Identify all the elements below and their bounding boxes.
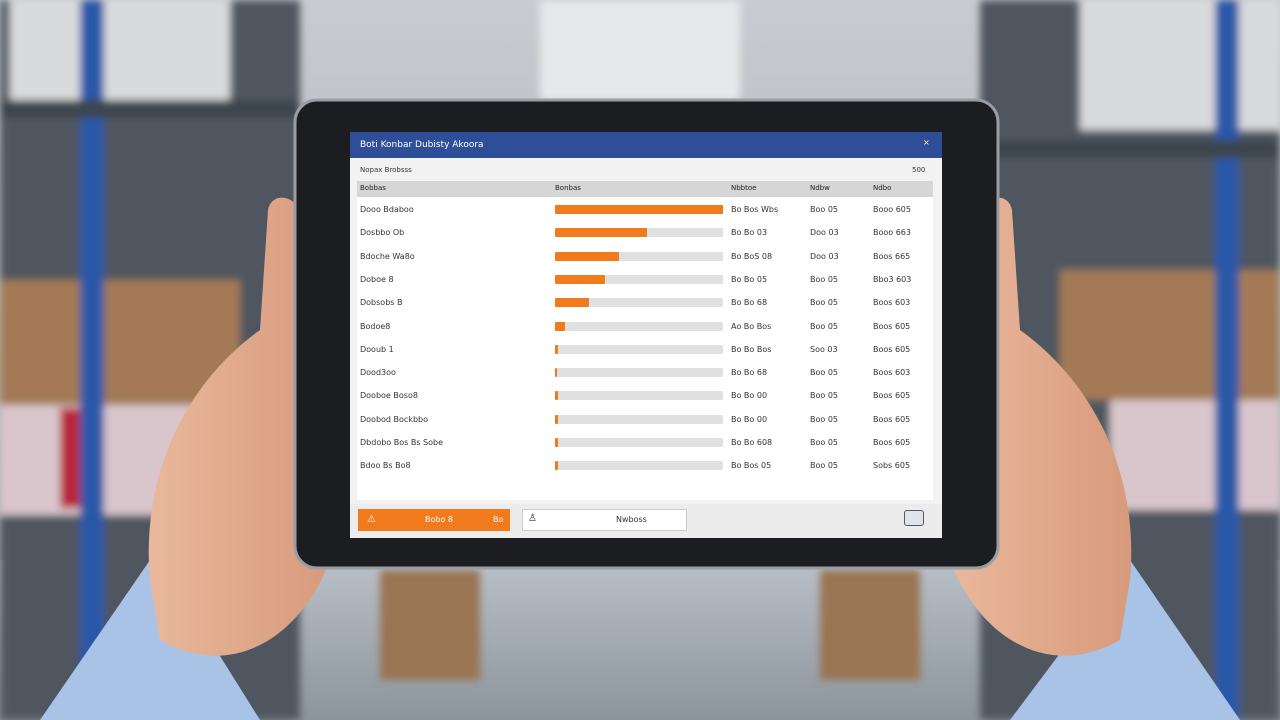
row-name: Dood3oo: [360, 368, 396, 378]
bar-track: [555, 344, 723, 354]
row-name: Dooboe Boso8: [360, 391, 418, 401]
column-header: [357, 181, 933, 197]
bar-track: [555, 298, 723, 308]
bar: [555, 461, 559, 471]
row-cell: Bo Bo 00: [731, 391, 768, 401]
bar: [555, 391, 559, 401]
row-name: Bdoo Bs Bo8: [360, 461, 411, 471]
settings-icon[interactable]: [904, 510, 924, 526]
row-cell: Boos 605: [873, 391, 911, 401]
subheader-label: Nopax Brobsss: [360, 166, 412, 174]
row-cell: Boos 603: [873, 298, 911, 308]
row-cell: Boos 605: [873, 414, 911, 424]
row-cell: Bbo3 603: [873, 274, 912, 284]
bar-track: [555, 228, 723, 238]
bar-track: [555, 251, 723, 261]
close-button[interactable]: ×: [923, 138, 930, 147]
title-bar: [350, 132, 942, 158]
row-cell: Booo 663: [873, 228, 911, 238]
bar-track: [555, 391, 723, 401]
row-cell: Boo 05: [810, 391, 838, 401]
row-cell: Ao Bo Bos: [731, 321, 772, 331]
bar-track: [555, 205, 723, 214]
column-header-label: Ndbo: [873, 184, 892, 192]
row-name: Dobsobs B: [360, 298, 403, 308]
row-cell: Boos 603: [873, 368, 911, 378]
bar: [555, 438, 559, 447]
column-header-label: Nbbtoe: [731, 184, 757, 192]
warning-icon: ⚠: [367, 514, 376, 525]
row-cell: Boos 665: [873, 251, 911, 261]
bar: [555, 298, 589, 308]
bar-track: [555, 368, 723, 378]
row-cell: Bo Bo 03: [731, 228, 768, 238]
action-button[interactable]: [358, 509, 510, 531]
row-cell: Booo 605: [873, 205, 911, 214]
row-name: Dooub 1: [360, 344, 394, 354]
row-cell: Boos 605: [873, 438, 911, 447]
bar: [555, 251, 619, 261]
row-cell: Bo Bos 05: [731, 461, 772, 471]
bar-track: [555, 438, 723, 447]
bar: [555, 344, 559, 354]
tablet-screen: Boti Konbar Dubisty Akoora × Nopax Brobs…: [350, 132, 942, 538]
column-header-label: Bonbas: [555, 184, 581, 192]
field-label: Nwboss: [616, 515, 647, 524]
bar-track: [555, 321, 723, 331]
row-name: Bdoche Wa8o: [360, 251, 415, 261]
row-cell: Bo Bo Bos: [731, 344, 772, 354]
search-field[interactable]: [522, 509, 687, 531]
button-label: Bobo 8: [425, 515, 453, 524]
bar: [555, 274, 606, 284]
column-header-label: Bobbas: [360, 184, 386, 192]
row-cell: Boo 05: [810, 205, 838, 214]
row-cell: Bo Bos Wbs: [731, 205, 779, 214]
row-name: Dooo Bdaboo: [360, 205, 414, 214]
row-cell: Soo 03: [810, 344, 838, 354]
row-name: Dbdobo Bos Bs Sobe: [360, 438, 443, 447]
row-cell: Boos 605: [873, 344, 911, 354]
bar: [555, 414, 559, 424]
row-cell: Boos 605: [873, 321, 911, 331]
bar-track: [555, 414, 723, 424]
bar-track: [555, 461, 723, 471]
user-icon: ♙: [528, 513, 537, 524]
row-cell: Boo 05: [810, 414, 838, 424]
row-cell: Bo Bo 608: [731, 438, 773, 447]
row-cell: Sobs 605: [873, 461, 911, 471]
row-name: Doboe 8: [360, 274, 394, 284]
row-cell: Bo BoS 08: [731, 251, 773, 261]
row-cell: Boo 05: [810, 274, 838, 284]
row-cell: Bo Bo 68: [731, 298, 768, 308]
button-count: Bo: [493, 515, 504, 524]
row-cell: Doo 03: [810, 251, 839, 261]
row-cell: Boo 05: [810, 368, 838, 378]
row-cell: Boo 05: [810, 438, 838, 447]
bar-track: [555, 274, 723, 284]
row-cell: Bo Bo 05: [731, 274, 768, 284]
app-title: Boti Konbar Dubisty Akoora: [360, 140, 484, 150]
row-name: Bodoe8: [360, 321, 391, 331]
bar: [555, 368, 557, 378]
bar: [555, 321, 566, 331]
column-header-label: Ndbw: [810, 184, 830, 192]
bar: [555, 228, 648, 238]
bar: [555, 205, 723, 214]
row-cell: Boo 05: [810, 298, 838, 308]
row-cell: Boo 05: [810, 461, 838, 471]
row-cell: Bo Bo 00: [731, 414, 768, 424]
subheader-value: 500: [912, 166, 926, 174]
row-cell: Doo 03: [810, 228, 839, 238]
row-cell: Boo 05: [810, 321, 838, 331]
row-cell: Bo Bo 68: [731, 368, 768, 378]
row-name: Doobod Bockbbo: [360, 414, 429, 424]
row-name: Dosbbo Ob: [360, 228, 405, 238]
